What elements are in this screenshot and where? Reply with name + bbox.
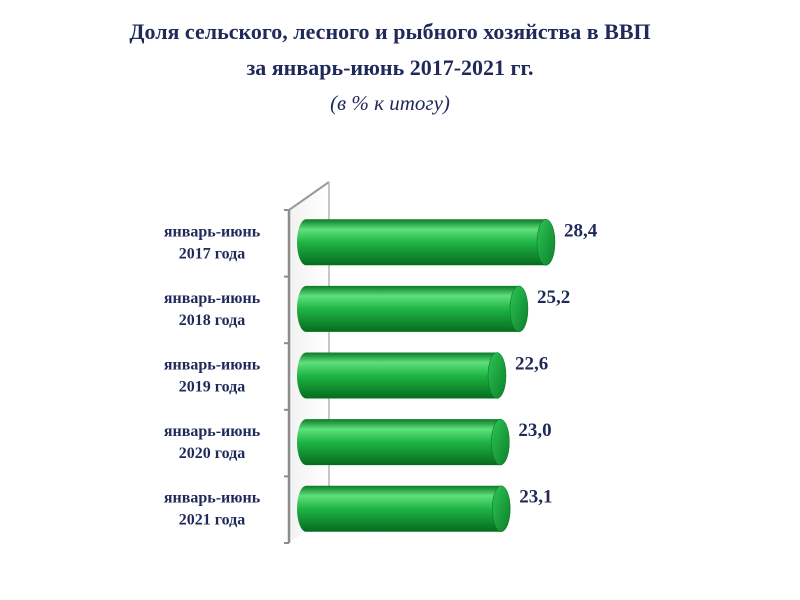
data-label: 25,2 [537,287,570,308]
category-tick-label: 2021 года [179,512,246,529]
data-label: 23,0 [518,420,551,441]
category-tick-label: 2019 года [179,379,246,396]
bars-layer [297,219,556,532]
data-label: 28,4 [564,220,598,241]
axis-depth-edge [288,181,330,211]
category-tick-label: 2020 года [179,445,246,462]
chart-subtitle: (в % к итогу) [330,91,450,115]
bar-end-cap [487,352,507,399]
chart-title-line-1: Доля сельского, лесного и рыбного хозяйс… [129,19,651,44]
category-tick-label: январь-июнь [164,357,261,374]
category-tick-label: январь-июнь [164,223,261,240]
category-tick-label: январь-июнь [164,423,261,440]
chart-title-block: Доля сельского, лесного и рыбного хозяйс… [0,14,780,118]
category-tick-label: 2018 года [179,312,246,329]
category-tick-label: январь-июнь [164,290,261,307]
bar-end-cap [491,418,510,466]
bar-end-cap [509,285,529,333]
bar-end-cap [491,485,511,532]
bar [297,419,501,466]
labels-layer: 28,4 январь-июнь 2017 года 25,2 январь-июнь 2… [164,220,598,528]
category-tick-label: январь-июнь [164,490,261,507]
bar-end-cap [536,219,556,266]
data-label: 22,6 [515,354,548,375]
bar [297,352,497,399]
bar [297,219,546,266]
chart-title-line-2: за январь-июнь 2017-2021 гг. [246,55,534,80]
category-tick-label: 2017 года [179,245,246,262]
bar [297,485,502,532]
data-label: 23,1 [519,487,552,508]
bar [297,285,519,332]
